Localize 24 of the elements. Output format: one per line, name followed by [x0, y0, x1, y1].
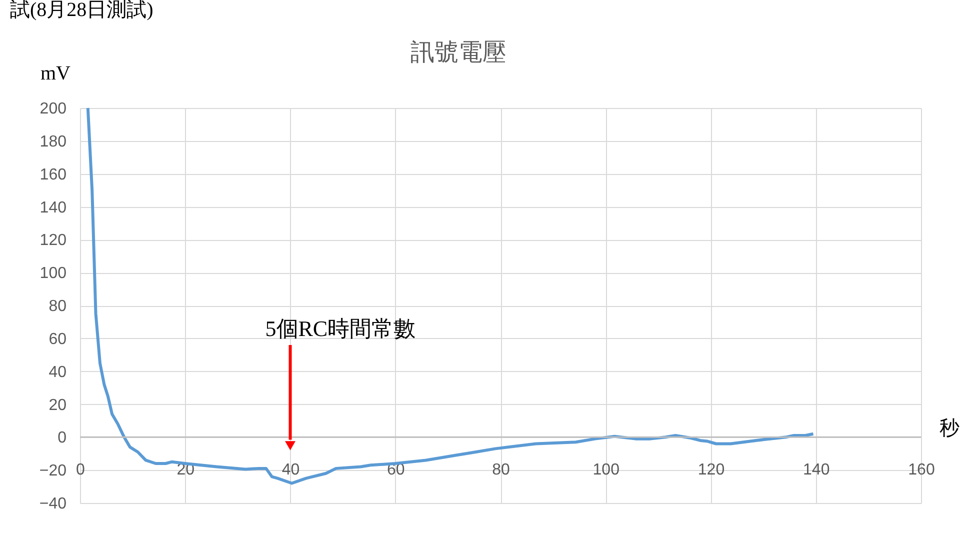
x-axis-title: 秒: [940, 418, 960, 440]
chart-title: 訊號電壓: [410, 40, 506, 66]
x-tick-label: 0: [76, 462, 86, 478]
y-tick-label: 20: [48, 396, 67, 414]
x-tick-label: 140: [803, 462, 830, 478]
y-tick-label: 160: [40, 166, 67, 184]
y-tick-label: 60: [48, 330, 67, 348]
x-tick-label: 40: [282, 462, 300, 478]
y-tick-label: 0: [58, 430, 67, 447]
x-tick-label: 100: [592, 462, 620, 478]
y-axis-title: mV: [40, 62, 72, 84]
y-tick-label: 120: [40, 232, 67, 250]
y-tick-label: 80: [48, 298, 67, 315]
y-tick-label: 180: [40, 133, 67, 150]
y-tick-label: 100: [40, 265, 67, 282]
y-tick-label: 200: [40, 100, 67, 118]
x-tick-label: 160: [908, 462, 935, 478]
y-tick-label: −20: [39, 462, 67, 480]
y-tick-label: 140: [40, 199, 67, 216]
annotation: 5個RC時間常數: [265, 316, 416, 342]
y-tick-label: −40: [39, 496, 67, 512]
x-tick-label: 80: [492, 462, 510, 478]
x-tick-label: 120: [698, 462, 725, 478]
y-tick-label: 40: [48, 364, 67, 381]
